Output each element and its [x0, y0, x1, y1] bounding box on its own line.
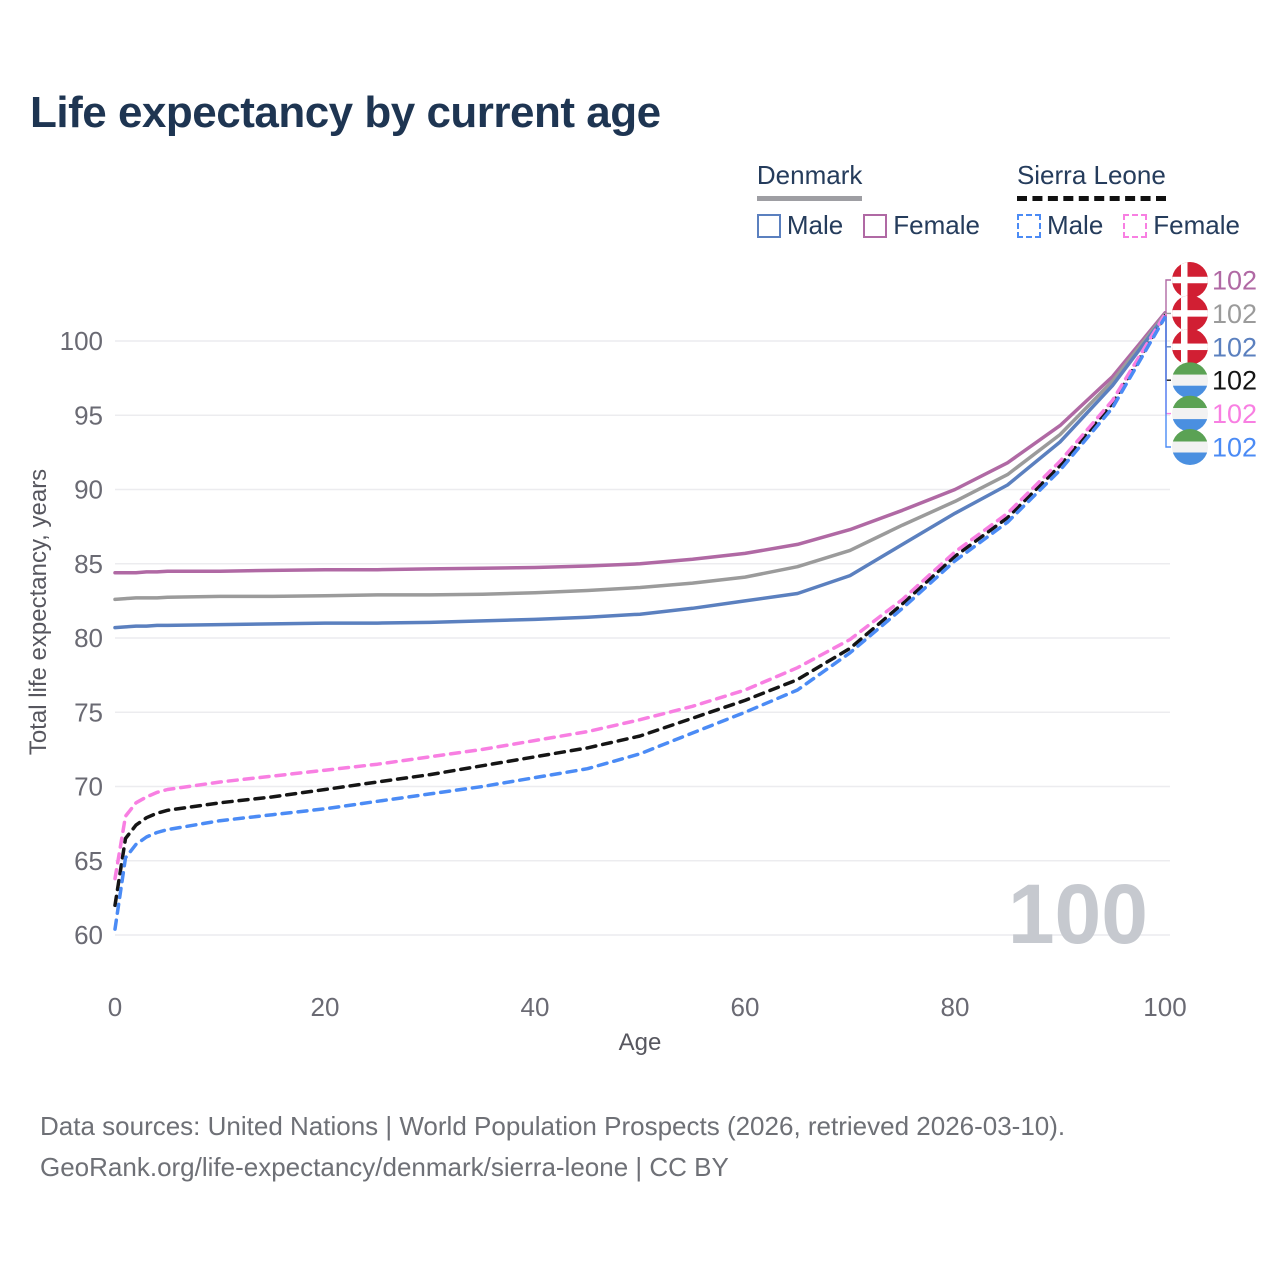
- x-tick-label: 40: [521, 992, 550, 1022]
- series-sierra-leone-female-end-label: 102: [1212, 399, 1257, 429]
- legend-item-label: Male: [1046, 210, 1104, 240]
- series-sierra-leone-male-line[interactable]: [113, 315, 1167, 931]
- legend-group-denmark: Denmark Male Female: [756, 160, 980, 241]
- data-source-note: Data sources: United Nations | World Pop…: [40, 1106, 1065, 1188]
- x-tick-label: 100: [1143, 992, 1186, 1022]
- data-source-line1: Data sources: United Nations | World Pop…: [40, 1111, 1066, 1141]
- sierra-leone-male-swatch-icon: [1016, 213, 1041, 238]
- legend-item-denmark-female[interactable]: Female: [863, 210, 980, 241]
- y-tick-label: 90: [74, 475, 103, 505]
- legend-items-denmark: Male Female: [756, 210, 980, 241]
- denmark-male-swatch-icon: [756, 213, 781, 238]
- denmark-flag-icon: [1172, 295, 1208, 332]
- sierra-leone-flag-icon: [1172, 429, 1208, 465]
- legend-item-label: Female: [1153, 210, 1240, 240]
- legend-items-sierra-leone: Male Female: [1016, 210, 1240, 241]
- series-denmark-female-end-label: 102: [1212, 266, 1257, 296]
- denmark-flag-icon: [1172, 262, 1208, 298]
- sierra-leone-flag-icon: [1172, 395, 1208, 432]
- x-tick-label: 60: [731, 992, 760, 1022]
- legend-item-sierra-leone-female[interactable]: Female: [1123, 210, 1240, 241]
- series-denmark-both-sexes-line[interactable]: [113, 312, 1167, 602]
- page-title: Life expectancy by current age: [30, 88, 661, 137]
- legend-item-sierra-leone-male[interactable]: Male: [1016, 210, 1104, 241]
- series-denmark-both-sexes-end-label: 102: [1212, 299, 1257, 329]
- series-sierra-leone-male-connector: [1165, 316, 1171, 448]
- x-tick-label: 80: [941, 992, 970, 1022]
- legend-group-title-denmark: Denmark: [756, 160, 863, 201]
- y-tick-label: 80: [74, 623, 103, 653]
- series-sierra-leone-female-line[interactable]: [113, 312, 1167, 881]
- y-axis-title: Total life expectancy, years: [25, 469, 52, 755]
- y-tick-label: 65: [74, 846, 103, 876]
- sierra-leone-female-swatch-icon: [1123, 213, 1148, 238]
- legend-group-title-sierra-leone: Sierra Leone: [1016, 160, 1166, 201]
- sierra-leone-flag-icon: [1172, 362, 1208, 399]
- series-sierra-leone-both-sexes-end-label: 102: [1212, 366, 1257, 396]
- x-axis-title: Age: [619, 1029, 662, 1056]
- series-denmark-male-line[interactable]: [113, 314, 1167, 630]
- data-source-line2: GeoRank.org/life-expectancy/denmark/sier…: [40, 1152, 729, 1182]
- series-denmark-female-connector: [1165, 279, 1171, 314]
- series-sierra-leone-both-sexes-line[interactable]: [113, 314, 1167, 908]
- x-tick-label: 0: [108, 992, 122, 1022]
- series-denmark-male-end-label: 102: [1212, 332, 1257, 362]
- legend-group-sierra-leone: Sierra Leone Male Female: [1016, 160, 1240, 241]
- y-tick-label: 100: [60, 326, 103, 356]
- y-tick-label: 75: [74, 697, 103, 727]
- y-tick-label: 95: [74, 400, 103, 430]
- legend-item-label: Female: [893, 210, 980, 240]
- series-denmark-female-line[interactable]: [113, 311, 1167, 575]
- y-tick-label: 60: [74, 920, 103, 950]
- series-sierra-leone-male-end-label: 102: [1212, 433, 1257, 463]
- y-tick-label: 70: [74, 772, 103, 802]
- chart-legend: Denmark Male Female Sierra Leone Male: [756, 160, 1240, 241]
- legend-item-label: Male: [786, 210, 844, 240]
- denmark-female-swatch-icon: [863, 213, 888, 238]
- denmark-flag-icon: [1172, 328, 1208, 365]
- y-tick-label: 85: [74, 549, 103, 579]
- x-tick-label: 20: [311, 992, 340, 1022]
- watermark-age-counter: 100: [1008, 867, 1148, 961]
- legend-item-denmark-male[interactable]: Male: [756, 210, 844, 241]
